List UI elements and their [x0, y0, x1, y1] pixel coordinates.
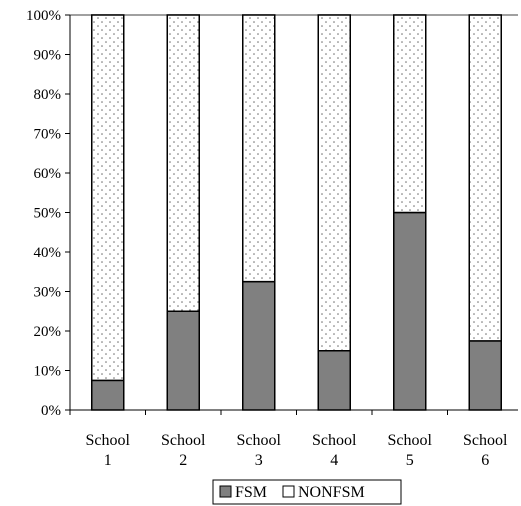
x-category-label: 1	[104, 452, 112, 469]
x-category-label: School	[161, 432, 206, 449]
legend-box	[212, 479, 402, 505]
bar-fsm-6	[468, 340, 502, 411]
bar-fsm-3	[242, 280, 276, 411]
y-tick-label: 40%	[34, 245, 62, 261]
y-tick-label: 20%	[34, 324, 62, 340]
y-tick-label: 60%	[34, 166, 62, 182]
legend-swatch-fsm	[219, 485, 232, 498]
bar-nonfsm-4	[317, 14, 351, 352]
x-category-label: School	[388, 432, 433, 449]
legend: FSM NONFSM	[212, 479, 402, 505]
x-category-label: School	[312, 432, 357, 449]
bar-nonfsm-6	[468, 14, 502, 342]
x-category-label: 5	[406, 452, 414, 469]
bars	[91, 14, 502, 411]
legend-swatch-nonfsm	[282, 485, 295, 498]
y-tick-label: 50%	[34, 206, 62, 222]
bar-fsm-2	[166, 310, 200, 411]
y-tick-label: 80%	[34, 87, 62, 103]
bar-fsm-4	[317, 350, 351, 411]
y-tick-label: 90%	[34, 48, 62, 64]
bar-nonfsm-3	[242, 14, 276, 283]
x-category-label: School	[463, 432, 508, 449]
bar-fsm-1	[91, 379, 125, 411]
legend-label-nonfsm: NONFSM	[298, 484, 365, 501]
bar-nonfsm-5	[393, 14, 427, 214]
x-category-label: School	[86, 432, 131, 449]
bar-fsm-5	[393, 211, 427, 411]
axes	[65, 14, 518, 415]
legend-label-fsm: FSM	[235, 484, 267, 501]
bar-nonfsm-1	[91, 14, 125, 382]
x-category-label: 3	[255, 452, 263, 469]
y-tick-label: 10%	[34, 364, 62, 380]
x-category-label: School	[237, 432, 282, 449]
y-tick-label: 30%	[34, 285, 62, 301]
x-category-label: 4	[330, 452, 338, 469]
y-tick-label: 70%	[34, 127, 62, 143]
y-tick-label: 100%	[26, 8, 61, 24]
labels: 0% 10% 20% 30% 40% 50% 60% 70% 80% 90% 100% School 1…	[26, 8, 508, 469]
y-tick-label: 0%	[41, 403, 61, 419]
x-category-label: 6	[481, 452, 489, 469]
x-category-label: 2	[179, 452, 187, 469]
bar-nonfsm-2	[166, 14, 200, 312]
